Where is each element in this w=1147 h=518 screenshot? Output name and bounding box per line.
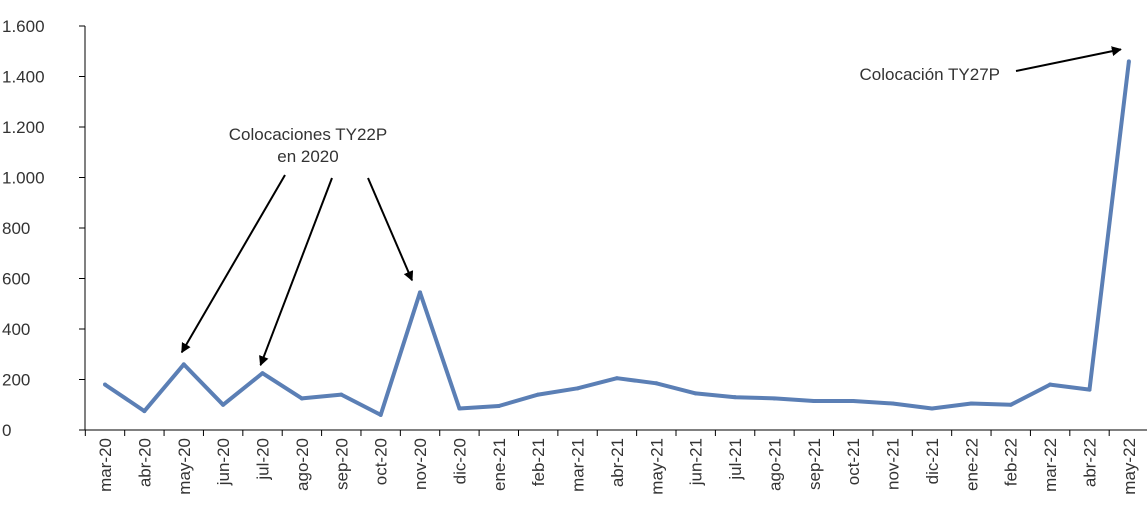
x-tick-label: may-21 (647, 438, 666, 495)
data-point (1048, 382, 1053, 387)
x-tick-label: dic-21 (923, 438, 942, 484)
x-tick-label: oct-20 (372, 438, 391, 485)
x-tick-label: mar-22 (1041, 438, 1060, 492)
x-tick-label: abr-21 (608, 438, 627, 487)
data-point (654, 381, 659, 386)
x-tick-label: jun-20 (214, 438, 233, 486)
x-tick-label: may-22 (1120, 438, 1139, 495)
annotation-label: Colocación TY27P (860, 65, 1001, 84)
data-point (496, 404, 501, 409)
series-line (103, 61, 1131, 417)
x-tick-label: ago-20 (293, 438, 312, 491)
y-tick-label: 1.200 (2, 118, 45, 137)
annotation-label: Colocaciones TY22P en 2020 (229, 125, 387, 166)
annotation-arrow (1015, 46, 1122, 72)
x-tick-label: feb-22 (1002, 438, 1021, 486)
data-point (772, 396, 777, 401)
data-point (575, 386, 580, 391)
data-point (339, 392, 344, 397)
data-point (969, 401, 974, 406)
x-tick-label: abr-22 (1081, 438, 1100, 487)
data-point (693, 391, 698, 396)
data-point (1087, 387, 1092, 392)
y-tick-label: 600 (2, 270, 30, 289)
x-tick-label: feb-21 (529, 438, 548, 486)
x-tick-label: jun-21 (687, 438, 706, 486)
x-tick-label: ene-22 (962, 438, 981, 491)
data-point (457, 406, 462, 411)
x-tick-label: abr-20 (135, 438, 154, 487)
y-tick-label: 400 (2, 320, 30, 339)
x-tick-label: oct-21 (844, 438, 863, 485)
x-tick-label: mar-21 (569, 438, 588, 492)
x-tick-label: ene-21 (490, 438, 509, 491)
x-tick-label: jul-21 (726, 438, 745, 481)
data-point (811, 398, 816, 403)
annotation-arrow (367, 177, 414, 282)
y-tick-label: 1.600 (2, 17, 45, 36)
x-tick-label: sep-21 (805, 438, 824, 490)
data-point (221, 402, 226, 407)
data-point (181, 362, 186, 367)
x-tick-label: dic-20 (450, 438, 469, 484)
data-point (851, 398, 856, 403)
y-tick-label: 1.000 (2, 169, 45, 188)
data-point (260, 371, 265, 376)
data-point (614, 376, 619, 381)
annotation-arrow (259, 177, 333, 367)
data-point (733, 395, 738, 400)
data-point (299, 396, 304, 401)
data-point (378, 412, 383, 417)
annotations: Colocaciones TY22P en 2020 Colocación TY27… (180, 46, 1122, 367)
annotation-arrow (180, 174, 286, 354)
data-point (929, 406, 934, 411)
x-tick-label: sep-20 (332, 438, 351, 490)
data-point (1008, 402, 1013, 407)
data-point (418, 290, 423, 295)
y-tick-label: 1.400 (2, 68, 45, 87)
data-point (536, 392, 541, 397)
x-tick-label: mar-20 (96, 438, 115, 492)
y-tick-label: 200 (2, 371, 30, 390)
data-point (1126, 59, 1131, 64)
y-tick-label: 0 (2, 421, 11, 440)
data-point (890, 401, 895, 406)
x-tick-label: ago-21 (765, 438, 784, 491)
x-tick-label: jul-20 (254, 438, 273, 481)
x-tick-label: nov-20 (411, 438, 430, 490)
data-point (103, 382, 107, 387)
axes: 0 200 400 600 800 1.000 1.200 1.400 1.600 mar-20 a… (2, 17, 1147, 495)
x-tick-label: nov-21 (884, 438, 903, 490)
data-point (142, 409, 147, 414)
series-layer (103, 59, 1131, 417)
x-tick-label: may-20 (175, 438, 194, 495)
y-tick-label: 800 (2, 219, 30, 238)
